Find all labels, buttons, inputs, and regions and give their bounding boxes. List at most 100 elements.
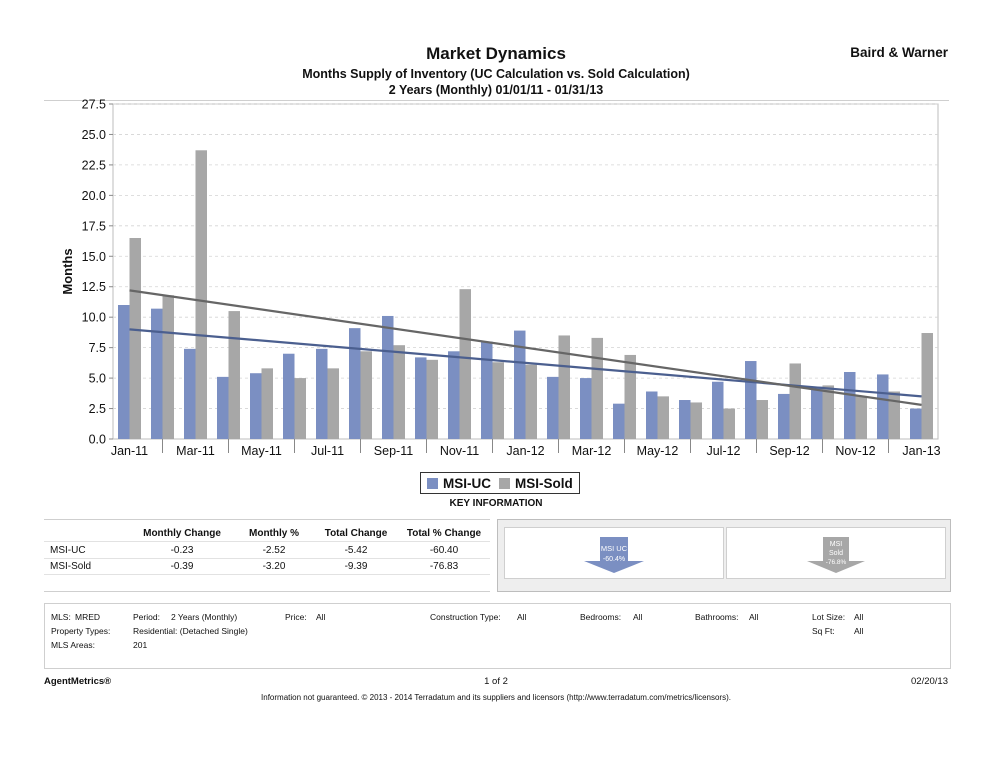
x-tick-label: May-12	[637, 444, 679, 458]
bar-msi-sold	[723, 408, 735, 439]
chart-legend: MSI-UC MSI-Sold	[420, 472, 580, 494]
legend-label-uc: MSI-UC	[443, 475, 491, 491]
bathrooms-label: Bathrooms:	[695, 612, 739, 622]
brand-name: Baird & Warner	[850, 45, 948, 60]
bar-msi-uc	[481, 341, 493, 439]
report-criteria: MLS: MRED Period: 2 Years (Monthly) Pric…	[44, 603, 951, 669]
report-date: 02/20/13	[911, 676, 948, 687]
bar-msi-uc	[745, 361, 757, 439]
mls-value: MRED	[75, 612, 101, 622]
bar-msi-uc	[316, 348, 328, 439]
y-tick-label: 2.5	[89, 402, 106, 416]
bar-msi-sold	[492, 362, 504, 439]
bar-msi-uc	[250, 373, 262, 439]
x-tick-label: Jul-11	[311, 444, 344, 458]
legend-swatch-sold	[499, 477, 510, 489]
x-tick-label: Jan-11	[111, 444, 148, 458]
period-value: 2 Years (Monthly)	[171, 612, 238, 622]
table-divider	[44, 558, 490, 559]
bar-msi-uc	[547, 376, 559, 439]
mls-label: MLS:	[51, 612, 71, 622]
report-title: Market Dynamics	[426, 44, 566, 63]
property-types-label: Property Types:	[51, 626, 111, 636]
bar-msi-sold	[393, 345, 405, 439]
x-tick-label: Mar-11	[176, 444, 215, 458]
sqft-value: All	[854, 626, 864, 636]
legend-label-sold: MSI-Sold	[515, 475, 573, 491]
y-axis-label: Months	[60, 248, 75, 294]
bar-msi-uc	[910, 408, 922, 439]
bar-msi-sold	[888, 391, 900, 439]
y-tick-label: 0.0	[89, 433, 106, 447]
col-monthly-change: Monthly Change	[143, 528, 221, 539]
bar-msi-uc	[151, 308, 163, 439]
bar-msi-uc	[811, 386, 823, 439]
key-information-title: KEY INFORMATION	[449, 498, 543, 509]
key-information-table: Monthly Change Monthly % Total Change To…	[44, 519, 490, 592]
x-tick-label: Nov-12	[835, 444, 875, 458]
period-label: Period:	[133, 612, 160, 622]
y-tick-label: 22.5	[82, 158, 106, 172]
bar-msi-uc	[580, 378, 592, 439]
bar-msi-sold	[459, 289, 471, 439]
x-tick-label: Jan-12	[506, 444, 544, 458]
bar-msi-sold	[756, 400, 768, 439]
sold-total-pct-change: -76.83	[429, 561, 459, 572]
y-tick-label: 17.5	[82, 219, 106, 233]
y-tick-label: 25.0	[82, 128, 106, 142]
bar-msi-sold	[228, 311, 240, 439]
col-total-pct-change: Total % Change	[406, 528, 482, 539]
page-number: 1 of 2	[484, 676, 508, 687]
uc-arrow-pct: -60.4%	[603, 556, 625, 563]
bar-msi-uc	[118, 305, 130, 439]
sold-monthly-change: -0.39	[170, 561, 194, 572]
row-label-uc: MSI-UC	[50, 545, 86, 556]
table-divider	[44, 574, 490, 575]
bedrooms-label: Bedrooms:	[580, 612, 622, 622]
x-tick-label: Jul-12	[706, 444, 740, 458]
bar-msi-sold	[690, 402, 702, 439]
uc-arrow-panel: MSI UC -60.4%	[504, 527, 724, 579]
mls-areas-value: 201	[133, 640, 148, 650]
y-tick-label: 10.0	[82, 311, 106, 325]
bar-msi-sold	[591, 337, 603, 439]
bar-msi-sold	[855, 396, 867, 439]
change-arrows-panel: MSI UC -60.4% MSI Sold -76.8%	[497, 519, 951, 592]
bar-msi-sold	[624, 354, 636, 439]
bar-msi-uc	[184, 348, 196, 439]
bar-msi-uc	[448, 351, 460, 439]
y-tick-label: 5.0	[89, 372, 106, 386]
x-tick-label: Jan-13	[902, 444, 940, 458]
uc-arrow-label: MSI UC	[601, 544, 628, 553]
report-period: 2 Years (Monthly) 01/01/11 - 01/31/13	[388, 83, 604, 97]
x-tick-label: Sep-12	[769, 444, 809, 458]
bedrooms-value: All	[633, 612, 643, 622]
bar-msi-uc	[382, 315, 394, 439]
header-divider	[44, 100, 949, 101]
bar-msi-sold	[294, 378, 306, 439]
sold-monthly-pct: -3.20	[262, 561, 286, 572]
x-tick-label: Nov-11	[440, 444, 479, 458]
bar-msi-uc	[283, 353, 295, 439]
property-types-value: Residential: (Detached Single)	[133, 626, 248, 636]
bar-msi-sold	[129, 238, 141, 439]
price-label: Price:	[285, 612, 307, 622]
x-tick-label: Sep-11	[374, 444, 413, 458]
x-tick-label: May-11	[241, 444, 282, 458]
col-total-change: Total Change	[324, 528, 388, 539]
bar-msi-uc	[877, 374, 889, 439]
uc-down-arrow-icon: MSI UC -60.4%	[584, 537, 644, 573]
bar-msi-uc	[217, 376, 229, 439]
bar-msi-uc	[646, 391, 658, 439]
lot-size-value: All	[854, 612, 864, 622]
bar-msi-uc	[778, 393, 790, 439]
bar-msi-sold	[657, 396, 669, 439]
bar-msi-sold	[162, 295, 174, 439]
bar-msi-sold	[426, 359, 438, 439]
bar-msi-sold	[789, 363, 801, 439]
trendline-msi-sold	[129, 289, 922, 406]
bar-msi-uc	[679, 400, 691, 439]
bar-msi-sold	[921, 333, 933, 439]
col-monthly-pct: Monthly %	[249, 528, 299, 539]
price-value: All	[316, 612, 326, 622]
